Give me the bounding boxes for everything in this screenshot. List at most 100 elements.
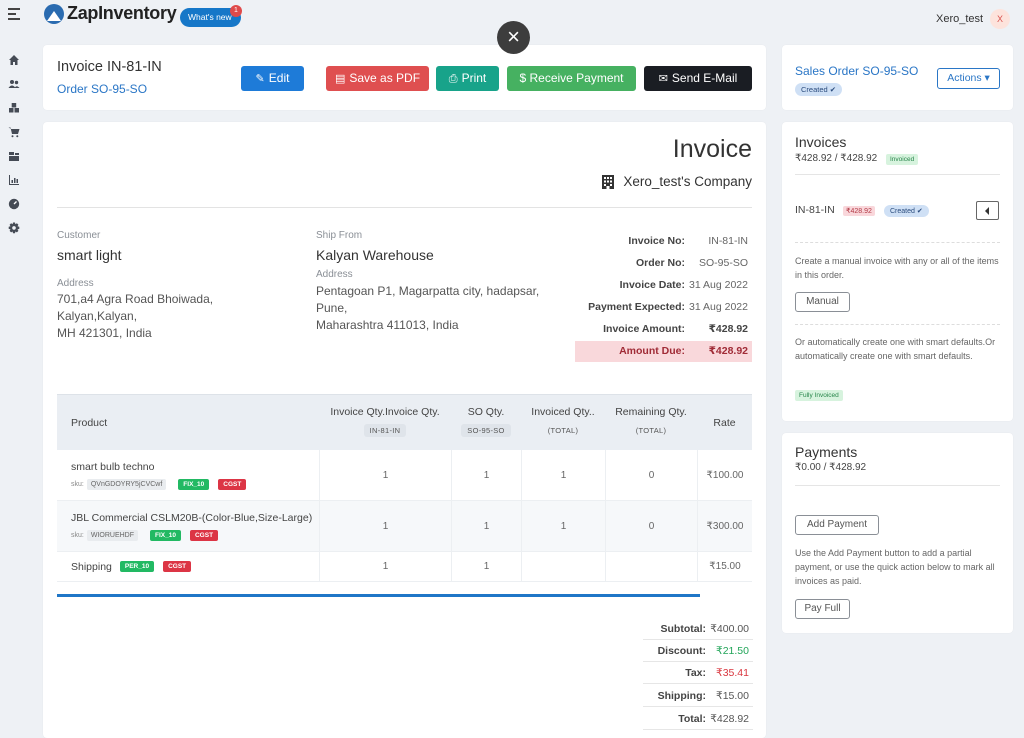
total-value: ₹400.00 xyxy=(710,623,749,635)
total-value: ₹35.41 xyxy=(716,667,749,679)
rate-cell: ₹300.00 xyxy=(697,501,752,551)
col-label: Invoice Qty.Invoice Qty. xyxy=(330,406,440,418)
inv-qty-cell: 1 xyxy=(319,552,451,581)
actions-dropdown[interactable]: Actions ▾ xyxy=(937,68,1000,89)
avatar[interactable]: X xyxy=(990,9,1010,29)
meta-order-no: Order No: SO-95-SO xyxy=(575,253,752,274)
divider xyxy=(795,324,1000,325)
product-cell: smart bulb techno sku: QVnGDOYRY5jCVCwf … xyxy=(57,450,319,500)
meta-invoice-no: Invoice No: IN-81-IN xyxy=(575,231,752,252)
col-invoiced-qty: Invoiced Qty.. (TOTAL) xyxy=(521,406,605,437)
users-icon[interactable] xyxy=(8,78,20,90)
total-value: ₹15.00 xyxy=(716,690,749,702)
tax-tag: CGST xyxy=(189,529,219,541)
meta-key: Payment Expected: xyxy=(588,301,685,313)
user-name[interactable]: Xero_test xyxy=(936,13,984,25)
divider xyxy=(795,242,1000,243)
reports-icon[interactable] xyxy=(8,174,20,186)
company-name: Xero_test's Company xyxy=(602,174,752,189)
remaining-cell: 0 xyxy=(605,450,697,500)
home-icon[interactable] xyxy=(8,54,20,66)
inv-qty-cell: 1 xyxy=(319,450,451,500)
page-title: Invoice IN-81-IN xyxy=(57,59,162,75)
send-email-button[interactable]: ✉ Send E-Mail xyxy=(644,66,752,91)
col-remaining-qty: Remaining Qty. (TOTAL) xyxy=(605,406,697,437)
meta-key: Order No: xyxy=(635,257,685,269)
discount-tag: FIX_10 xyxy=(150,529,181,541)
boxes-icon[interactable] xyxy=(8,102,20,114)
product-cell: Shipping PER_10 CGST xyxy=(57,552,319,581)
table-row: Shipping PER_10 CGST 1 1 ₹15.00 xyxy=(57,552,752,582)
edit-label: Edit xyxy=(268,71,290,85)
whats-new-button[interactable]: What's new 1 xyxy=(180,5,242,27)
warehouse-icon[interactable] xyxy=(8,150,20,162)
pay-full-button[interactable]: Pay Full xyxy=(795,599,850,619)
col-so-qty: SO Qty. SO-95-SO xyxy=(451,406,521,437)
payments-title: Payments xyxy=(795,444,858,460)
col-product: Product xyxy=(71,417,108,429)
total-discount: Discount: ₹21.50 xyxy=(643,640,753,662)
building-icon xyxy=(602,174,615,189)
sales-order-link[interactable]: Sales Order SO-95-SO xyxy=(795,64,919,78)
order-link[interactable]: Order SO-95-SO xyxy=(57,82,148,96)
total-subtotal: Subtotal: ₹400.00 xyxy=(643,618,753,640)
product-name[interactable]: JBL Commercial CSLM20B-(Color-Blue,Size-… xyxy=(71,511,313,524)
whats-new-label: What's new xyxy=(188,12,232,22)
total-shipping: Shipping: ₹15.00 xyxy=(643,685,753,707)
sku-line: sku: WIORUEHDF FIX_10 CGST xyxy=(71,529,312,541)
inv-qty-cell: 1 xyxy=(319,501,451,551)
meta-invoice-date: Invoice Date: 31 Aug 2022 xyxy=(575,275,752,296)
cart-icon[interactable] xyxy=(8,126,20,138)
discount-tag: FIX_10 xyxy=(178,478,210,490)
whats-new-badge: 1 xyxy=(230,5,242,17)
col-sub-badge: SO-95-SO xyxy=(461,424,511,437)
product-name: Shipping xyxy=(71,560,112,573)
menu-icon[interactable] xyxy=(8,8,20,23)
product-cell: JBL Commercial CSLM20B-(Color-Blue,Size-… xyxy=(57,501,319,551)
divider xyxy=(795,174,1000,175)
save-pdf-label: Save as PDF xyxy=(349,71,421,85)
invoice-link[interactable]: IN-81-IN xyxy=(795,204,835,216)
meta-amount-due: Amount Due: ₹428.92 xyxy=(575,341,752,362)
col-sub-badge: IN-81-IN xyxy=(363,424,407,437)
save-pdf-button[interactable]: ▤ Save as PDF xyxy=(326,66,429,91)
print-button[interactable]: ⎙ Print xyxy=(436,66,499,91)
col-sub-label: (TOTAL) xyxy=(547,426,579,435)
manual-invoice-help: Create a manual invoice with any or all … xyxy=(795,256,999,280)
customer-name: smart light xyxy=(57,247,122,263)
manual-button[interactable]: Manual xyxy=(795,292,850,312)
meta-value: IN-81-IN xyxy=(708,235,748,247)
meta-payment-expected: Payment Expected: 31 Aug 2022 xyxy=(575,297,752,318)
so-qty-cell: 1 xyxy=(451,450,521,500)
invoices-title: Invoices xyxy=(795,134,847,150)
divider xyxy=(57,207,752,208)
collapse-toggle-button[interactable] xyxy=(976,201,999,220)
gear-icon[interactable] xyxy=(8,222,20,234)
sku-value: WIORUEHDF xyxy=(86,529,139,541)
invoiced-cell: 1 xyxy=(521,450,605,500)
receive-payment-button[interactable]: $ Receive Payment xyxy=(507,66,636,91)
meta-value: ₹428.92 xyxy=(708,345,748,357)
dashboard-icon[interactable] xyxy=(8,198,20,210)
total-value: ₹21.50 xyxy=(716,645,749,657)
product-name[interactable]: smart bulb techno xyxy=(71,460,155,473)
table-bottom-rule xyxy=(57,594,700,597)
ship-address-label: Address xyxy=(316,269,353,280)
address-line: Maharashtra 411013, India xyxy=(316,318,459,332)
address-line: MH 421301, India xyxy=(57,326,152,340)
total-grand: Total: ₹428.92 xyxy=(643,708,753,730)
col-label: Remaining Qty. xyxy=(615,406,687,418)
close-button[interactable]: × xyxy=(497,21,530,54)
payments-panel: Payments ₹0.00 / ₹428.92 Add Payment Use… xyxy=(782,433,1013,633)
printer-icon: ⎙ xyxy=(448,73,458,85)
send-email-label: Send E-Mail xyxy=(671,71,738,85)
col-rate: Rate xyxy=(713,417,736,429)
rate-cell: ₹100.00 xyxy=(697,450,752,500)
status-badge: Created ✔ xyxy=(795,83,843,96)
add-payment-button[interactable]: Add Payment xyxy=(795,515,879,535)
invoices-amount: ₹428.92 / ₹428.92 xyxy=(795,153,878,164)
edit-button[interactable]: ✎ Edit xyxy=(241,66,304,91)
logo[interactable]: ZapInventory xyxy=(44,3,177,24)
payments-help: Use the Add Payment button to add a part… xyxy=(795,548,995,586)
customer-label: Customer xyxy=(57,230,101,241)
